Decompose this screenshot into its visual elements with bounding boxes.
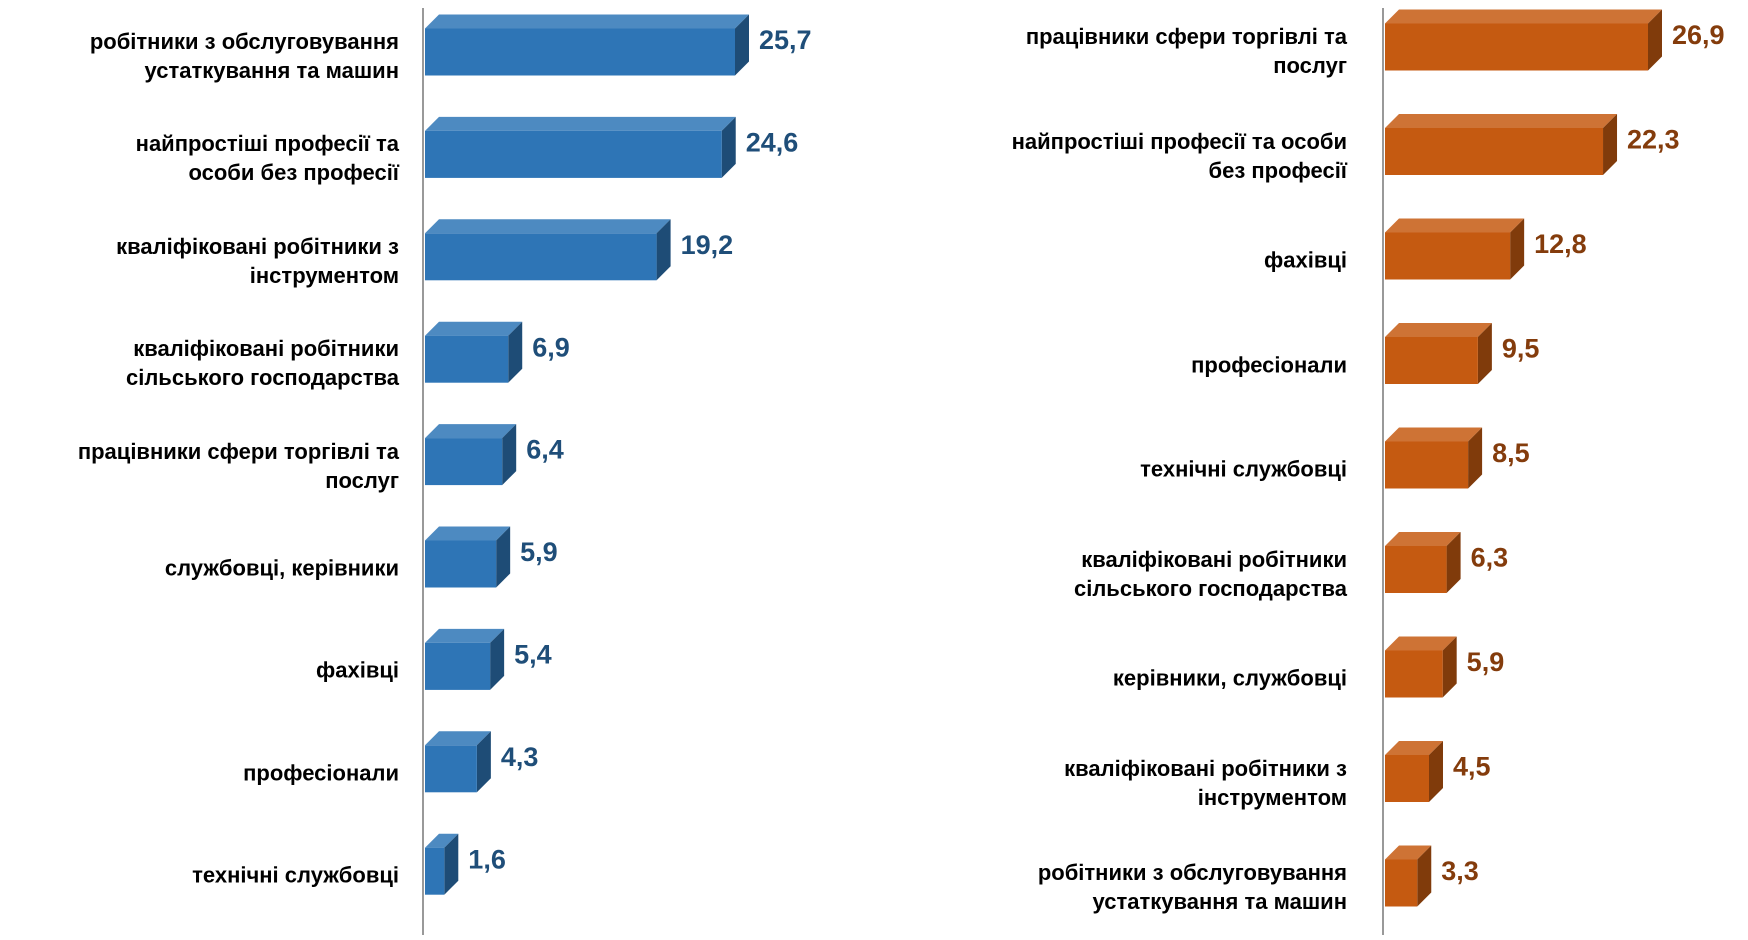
category-label: технічні службовці bbox=[192, 862, 399, 888]
bar bbox=[1385, 23, 1648, 71]
bar-side bbox=[1468, 427, 1483, 489]
category-label: фахівці bbox=[316, 657, 399, 683]
bar-top bbox=[1385, 636, 1457, 651]
category-label: найпростіші професії та особи без профес… bbox=[1011, 128, 1347, 183]
bar bbox=[1385, 650, 1443, 698]
bar-side bbox=[502, 424, 517, 486]
bar-top bbox=[1385, 845, 1432, 860]
bar bbox=[1385, 859, 1418, 907]
value-label: 5,9 bbox=[1467, 647, 1505, 677]
value-label: 9,5 bbox=[1502, 334, 1540, 364]
bar-top bbox=[425, 833, 459, 848]
value-label: 4,3 bbox=[501, 742, 539, 772]
bar-top bbox=[1385, 323, 1492, 337]
bar-side bbox=[508, 321, 523, 383]
value-label: 8,5 bbox=[1492, 438, 1530, 468]
category-label: кваліфіковані робітники сільського госпо… bbox=[1073, 546, 1347, 601]
bar bbox=[1385, 546, 1447, 593]
bar-side bbox=[656, 219, 671, 281]
value-label: 3,3 bbox=[1441, 856, 1479, 886]
category-label: керівники, службовці bbox=[1112, 665, 1347, 691]
bar-top bbox=[425, 731, 491, 746]
bar bbox=[425, 642, 491, 690]
bar-top bbox=[1385, 532, 1461, 546]
category-label: службовці, керівники bbox=[164, 555, 399, 581]
bar bbox=[425, 233, 657, 281]
value-label: 22,3 bbox=[1627, 125, 1680, 155]
bar bbox=[425, 540, 497, 588]
category-label: кваліфіковані робітники сільського госпо… bbox=[125, 336, 399, 391]
category-label: фахівці bbox=[1264, 247, 1347, 273]
bar-top bbox=[425, 526, 511, 541]
value-label: 24,6 bbox=[746, 128, 799, 158]
bar-side bbox=[721, 116, 736, 178]
bar bbox=[425, 847, 445, 895]
category-label: кваліфіковані робітники з інструментом bbox=[1064, 755, 1347, 810]
value-label: 6,4 bbox=[526, 435, 564, 465]
category-label: працівники сфери торгівлі та послуг bbox=[1025, 24, 1347, 78]
value-label: 4,5 bbox=[1453, 752, 1491, 782]
bar-top bbox=[425, 424, 517, 439]
bar-side bbox=[1428, 741, 1443, 802]
bar bbox=[1385, 232, 1511, 280]
bar bbox=[425, 438, 503, 486]
bar bbox=[425, 28, 735, 76]
bar bbox=[1385, 755, 1429, 802]
bar-side bbox=[496, 526, 511, 588]
bar-top bbox=[425, 116, 736, 131]
bar-top bbox=[425, 321, 523, 336]
value-label: 1,6 bbox=[468, 844, 506, 874]
bar bbox=[425, 745, 477, 793]
bar bbox=[1385, 441, 1469, 489]
bar-side bbox=[735, 14, 749, 76]
bar-side bbox=[1603, 114, 1618, 175]
value-label: 19,2 bbox=[681, 230, 734, 260]
bar-top bbox=[425, 219, 671, 234]
bar-top bbox=[425, 628, 505, 643]
bar-side bbox=[490, 628, 505, 690]
bar-top bbox=[1385, 9, 1662, 24]
bar-top bbox=[1385, 114, 1618, 128]
bar bbox=[1385, 337, 1478, 384]
value-label: 26,9 bbox=[1672, 20, 1725, 50]
value-label: 6,9 bbox=[532, 332, 570, 362]
bar-side bbox=[1510, 218, 1525, 280]
category-label: працівники сфери торгівлі та послуг bbox=[77, 438, 399, 493]
bar-top bbox=[1385, 427, 1483, 442]
value-label: 5,9 bbox=[520, 537, 558, 567]
value-label: 25,7 bbox=[759, 25, 812, 55]
bar bbox=[425, 130, 722, 178]
bar-side bbox=[1442, 636, 1457, 698]
category-label: технічні службовці bbox=[1140, 456, 1347, 482]
category-label: кваліфіковані робітники з інструментом bbox=[116, 233, 399, 288]
value-label: 5,4 bbox=[514, 640, 552, 670]
category-label: професіонали bbox=[243, 760, 399, 786]
bar-side bbox=[1417, 845, 1432, 907]
category-label: професіонали bbox=[1191, 352, 1347, 377]
category-label: робітники з обслуговування устаткування … bbox=[89, 29, 399, 83]
bar-top bbox=[1385, 741, 1443, 755]
bar-side bbox=[476, 731, 491, 793]
bar-top bbox=[425, 14, 749, 29]
bar-side bbox=[1648, 9, 1662, 71]
category-label: найпростіші професії та особи без профес… bbox=[135, 131, 399, 186]
bar-side bbox=[1446, 532, 1461, 593]
bar-side bbox=[444, 833, 459, 895]
bar bbox=[1385, 128, 1604, 175]
value-label: 6,3 bbox=[1471, 543, 1509, 573]
bar bbox=[425, 335, 509, 383]
bar-top bbox=[1385, 218, 1525, 233]
value-label: 12,8 bbox=[1534, 229, 1587, 259]
category-label: робітники з обслуговування устаткування … bbox=[1037, 860, 1347, 914]
bar-side bbox=[1477, 323, 1492, 384]
